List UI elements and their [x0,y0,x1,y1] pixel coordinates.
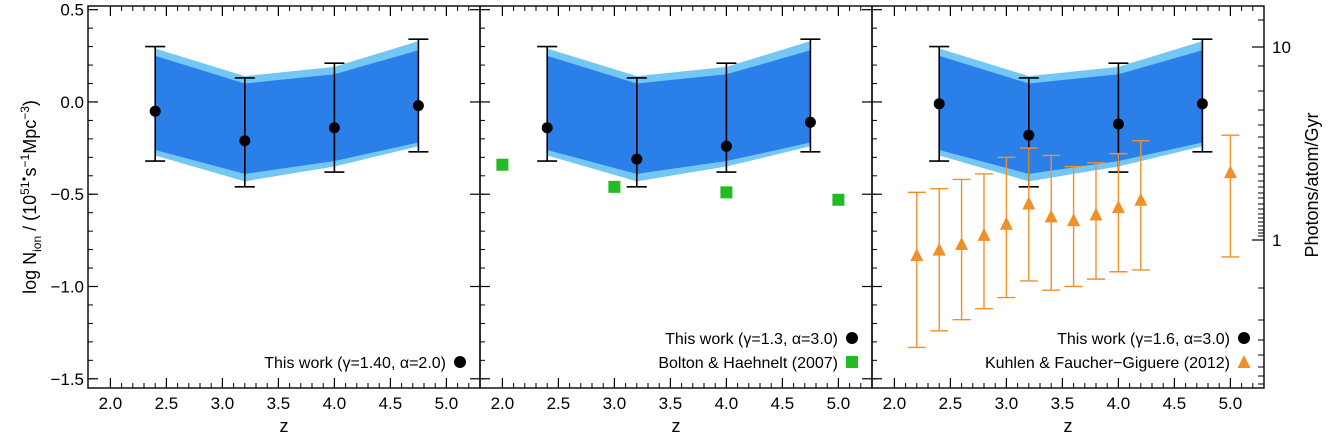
y-axis-label: log Nion / (1051 s−1Mpc−3) [18,100,44,294]
x-tick-label: 3.0 [211,394,235,413]
band-inner [547,50,811,174]
panel-2: 2.0 2.5 3.0 3.5 4.0 4.5 5.0 z This work (γ=1.3, … [479,5,873,436]
x-tick-label: 2.0 [99,394,123,413]
legend-marker [846,356,858,368]
x-tick-label: 5.0 [435,394,459,413]
data-point [412,100,424,112]
data-point [1134,192,1148,206]
band-inner [155,50,419,174]
panel-3: 2.0 2.5 3.0 3.5 4.0 4.5 5.0 z 10 1 Photons/atom/Gy… [871,5,1322,436]
y-axis-label-part: −1 [18,153,32,167]
plot-frame [871,5,1265,389]
x-tick-label: 5.0 [827,394,851,413]
data-point [977,227,991,241]
legend-marker [1237,355,1251,368]
x-tick-label: 2.5 [155,394,179,413]
x-tick-label: 4.0 [715,394,739,413]
data-point [910,248,924,262]
x-axis-label: z [672,416,681,436]
x-tick-label: 4.5 [771,394,795,413]
x-tick-label: 3.0 [603,394,627,413]
x-tick-label: 3.5 [1051,394,1075,413]
ndot-mark [22,177,26,181]
legend-marker [846,332,858,344]
y-tick-label: −1.0 [50,278,84,297]
data-point [804,116,816,128]
y-tick-label: −0.5 [50,185,84,204]
legend-marker [454,356,466,368]
y-axis-label-part: ) [20,100,40,106]
data-point [1111,200,1125,214]
data-point [1023,129,1035,141]
data-point [1089,207,1103,221]
x-tick-label: 3.5 [267,394,291,413]
x-axis-label: z [280,416,289,436]
y-axis-label-part: log N [20,252,40,294]
data-point [720,186,733,199]
y-tick-label: 0.5 [60,1,84,20]
legend-label: This work (γ=1.3, α=3.0) [665,331,838,348]
y-axis-label-part: 51 [18,181,32,195]
legend-marker [1238,332,1250,344]
x-tick-label: 4.5 [379,394,403,413]
data-point [608,180,621,193]
plot-frame [87,5,481,389]
data-point [1223,165,1237,179]
data-point [328,122,340,134]
data-point [933,98,945,110]
x-tick-label: 4.5 [1163,394,1187,413]
panel-1: 2.0 2.5 3.0 3.5 4.0 4.5 5.0 z 0.5 0.0 −0.5 −1.0 −1.5… [18,1,481,436]
data-point [1044,209,1058,223]
x-tick-label: 4.0 [323,394,347,413]
right-tick-label: 10 [1272,38,1291,57]
legend-label: This work (γ=1.40, α=2.0) [264,355,446,372]
data-point [832,193,845,206]
x-tick-label: 3.0 [995,394,1019,413]
data-point [1112,118,1124,130]
x-axis-label: z [1064,416,1073,436]
data-point [1022,196,1036,210]
legend-label: This work (γ=1.6, α=3.0) [1057,331,1230,348]
data-point [999,216,1013,230]
y-axis-label-part: Mpc [20,120,40,154]
legend-label: Kuhlen & Faucher−Giguere (2012) [985,355,1230,372]
band-inner [939,50,1203,174]
data-point [720,140,732,152]
y-tick-label: 0.0 [60,93,84,112]
y-tick-label: −1.5 [50,370,84,389]
x-tick-label: 2.0 [883,394,907,413]
x-tick-label: 2.5 [547,394,571,413]
right-axis-label: Photons/atom/Gyr [1302,112,1322,257]
x-tick-label: 2.5 [939,394,963,413]
data-point [149,105,161,117]
data-point [496,158,509,171]
x-tick-label: 5.0 [1219,394,1243,413]
data-point [239,135,251,147]
y-axis-label-part: ion [30,236,44,252]
legend-label: Bolton & Haehnelt (2007) [658,355,838,372]
data-point [631,153,643,165]
x-tick-label: 4.0 [1107,394,1131,413]
data-point [1067,213,1081,227]
x-tick-label: 2.0 [491,394,515,413]
y-axis-label-part: / (10 [20,195,40,236]
y-axis-label-part: −3 [18,106,32,120]
x-tick-label: 3.5 [659,394,683,413]
data-point [541,122,553,134]
right-tick-label: 1 [1272,231,1281,250]
data-point [932,242,946,256]
data-point [1196,98,1208,110]
data-point [955,237,969,251]
